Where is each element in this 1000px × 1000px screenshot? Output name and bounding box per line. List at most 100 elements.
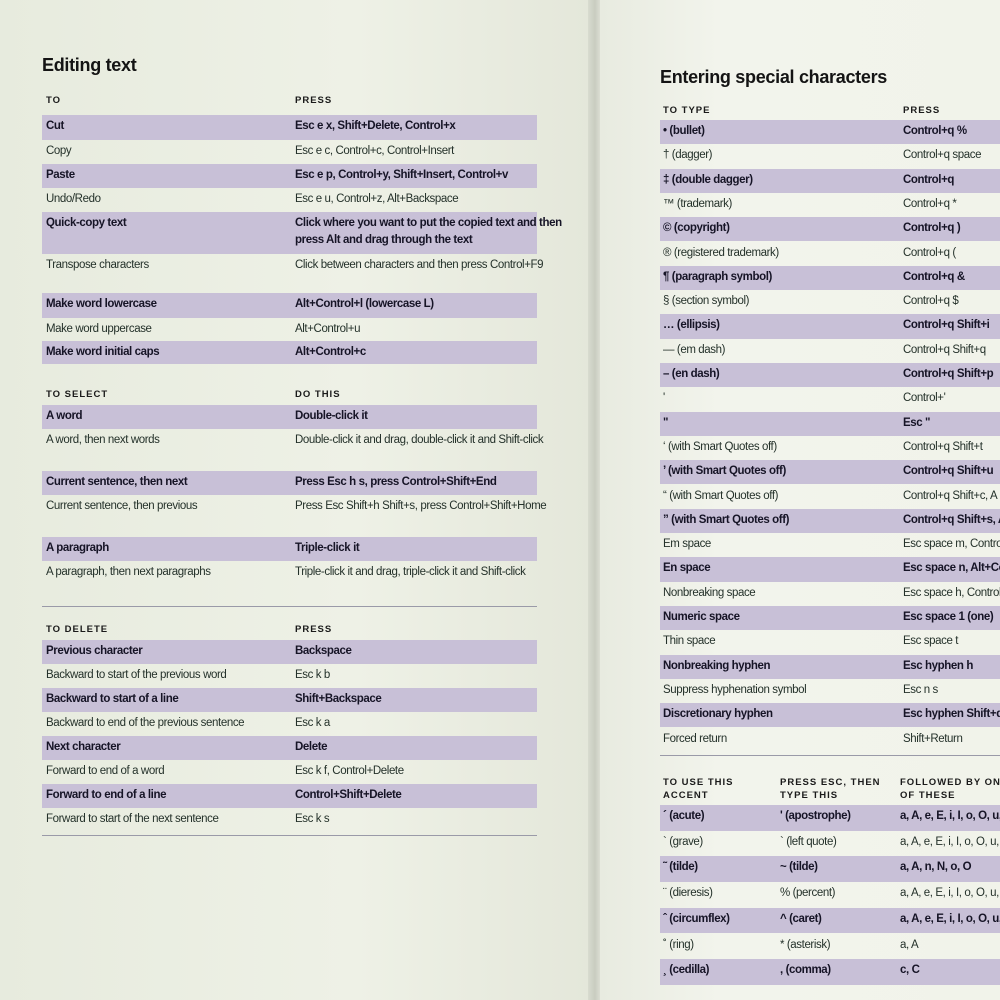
action-cell: ˚ (ring): [663, 938, 694, 951]
table-row: Current sentence, then next Press Esc h s…: [42, 471, 537, 495]
table-row: • (bullet) Control+q %: [660, 120, 1000, 145]
action-cell: Em space: [663, 538, 711, 551]
shortcut-cell: Control+q (: [903, 246, 956, 259]
shortcut-cell: a, A, e, E, i, I, o, O, u,: [900, 887, 999, 900]
table-row: Numeric space Esc space 1 (one): [660, 606, 1000, 631]
column-header: DO THIS: [295, 389, 341, 400]
table-row: Suppress hyphenation symbol Esc n s: [660, 679, 1000, 703]
action-cell: ¶ (paragraph symbol): [663, 270, 772, 283]
table-row: Next character Delete: [42, 736, 537, 760]
column-header: FOLLOWED BY ONE OF THESE: [900, 777, 1000, 801]
table-row: Make word lowercase Alt+Control+l (lowerc…: [42, 293, 537, 318]
action-cell: † (dagger): [663, 149, 713, 162]
action-cell: – (en dash): [663, 368, 720, 380]
shortcut-cell: Esc space h, Control: [903, 586, 1000, 599]
table-row: – (en dash) Control+q Shift+p: [660, 363, 1000, 388]
shortcut-cell: Alt+Control+u: [295, 323, 361, 335]
table-row: A paragraph, then next paragraphs Triple-…: [42, 561, 537, 603]
shortcut-cell: Double-click it: [295, 410, 368, 422]
table-row: Current sentence, then previous Press Esc…: [42, 495, 547, 537]
action-cell: ® (registered trademark): [663, 246, 779, 259]
shortcut-cell: Press Esc h s, press Control+Shift+End: [295, 476, 497, 488]
shortcut-cell: Control+q Shift+q: [903, 343, 986, 356]
shortcut-cell: Alt+Control+l (lowercase L): [295, 298, 434, 310]
action-cell: Forward to end of a line: [46, 789, 167, 801]
table-row: § (section symbol) Control+q $: [660, 290, 1000, 314]
shortcut-cell: Esc ": [903, 416, 931, 429]
table-row: En space Esc space n, Alt+Co: [660, 557, 1000, 582]
action-cell: Current sentence, then previous: [46, 500, 198, 512]
table-row: ´ (acute) ' (apostrophe) a, A, e, E, i, I,…: [660, 805, 1000, 831]
table-row: Backward to start of the previous word Es…: [42, 664, 537, 688]
shortcut-cell: Triple-click it and drag, triple-click i…: [295, 566, 526, 578]
action-cell: “ (with Smart Quotes off): [663, 489, 779, 502]
shortcut-cell: Esc hyphen h: [903, 659, 973, 672]
shortcut-cell: % (percent): [780, 887, 836, 900]
page-title: Editing text: [42, 55, 137, 75]
shortcut-cell: , (comma): [780, 964, 831, 977]
table-row: A paragraph Triple-click it: [42, 537, 537, 561]
column-header: TO SELECT: [46, 389, 109, 400]
table-row: ˜ (tilde) ~ (tilde) a, A, n, N, o, O: [660, 856, 1000, 883]
action-cell: Discretionary hyphen: [663, 708, 773, 721]
shortcut-cell: Control+q *: [903, 197, 957, 210]
shortcut-cell: Delete: [295, 741, 328, 753]
table-row: Forward to end of a line Control+Shift+De…: [42, 784, 537, 808]
shortcut-cell: Control+q space: [903, 149, 982, 162]
book-gutter: [588, 0, 602, 1000]
page-title: Entering special characters: [660, 67, 888, 87]
shortcut-cell: Esc k a: [295, 717, 330, 729]
action-cell: Transpose characters: [46, 259, 149, 271]
column-header: PRESS: [295, 95, 333, 106]
table-row: ˚ (ring) * (asterisk) a, A: [660, 934, 1000, 960]
shortcut-cell: Esc n s: [903, 683, 938, 696]
action-cell: A paragraph, then next paragraphs: [46, 566, 211, 578]
table-row: Discretionary hyphen Esc hyphen Shift+d,: [660, 703, 1000, 728]
shortcut-cell: Triple-click it: [295, 542, 360, 554]
shortcut-cell: Control+q %: [903, 125, 967, 137]
action-cell: ˜ (tilde): [663, 861, 698, 874]
table-row: Previous character Backspace: [42, 640, 537, 664]
shortcut-cell: a, A, n, N, o, O: [900, 861, 972, 874]
shortcut-cell: a, A, e, E, i, I, o, O, u,: [900, 912, 1000, 925]
action-cell: ‘ (with Smart Quotes off): [663, 440, 777, 453]
action-cell: Backward to start of the previous word: [46, 669, 227, 681]
table-row: Backward to start of a line Shift+Backspa…: [42, 688, 537, 712]
action-cell: Backward to end of the previous sentence: [46, 717, 245, 729]
shortcut-cell: Control+Shift+Delete: [295, 789, 402, 801]
column-header: TO DELETE: [46, 624, 109, 635]
table-row: ` (grave) ` (left quote) a, A, e, E, i, I,…: [660, 831, 1000, 857]
shortcut-cell: Control+q: [903, 173, 955, 186]
table-row: A word, then next words Double-click it a…: [42, 429, 544, 471]
table-row: Forced return Shift+Return: [660, 728, 1000, 752]
action-cell: ” (with Smart Quotes off): [663, 513, 790, 526]
shortcut-cell: Backspace: [295, 645, 352, 657]
shortcut-cell: Esc k b: [295, 669, 330, 681]
action-cell: En space: [663, 562, 711, 575]
table-row: ’ (with Smart Quotes off) Control+q Shift…: [660, 460, 1000, 485]
shortcut-cell: Esc hyphen Shift+d,: [903, 708, 1000, 721]
shortcut-cell: Shift+Backspace: [295, 693, 382, 705]
shortcut-cell: Esc e u, Control+z, Alt+Backspace: [295, 193, 459, 205]
shortcut-cell: Esc k f, Control+Delete: [295, 765, 404, 777]
shortcut-cell: Esc space n, Alt+Co: [903, 562, 1000, 575]
action-cell: Suppress hyphenation symbol: [663, 683, 807, 696]
shortcut-cell: Alt+Control+c: [295, 346, 366, 358]
action-cell: • (bullet): [663, 125, 705, 137]
shortcut-cell: Press Esc Shift+h Shift+s, press Control…: [295, 500, 547, 512]
shortcut-cell: a, A, e, E, i, I, o, O, u,: [900, 835, 999, 848]
action-cell: … (ellipsis): [663, 319, 720, 332]
action-cell: Next character: [46, 741, 121, 753]
action-cell: Nonbreaking hyphen: [663, 659, 771, 672]
shortcut-cell: ` (left quote): [780, 835, 837, 848]
action-cell: Quick-copy text: [46, 217, 127, 229]
table-row: Nonbreaking hyphen Esc hyphen h: [660, 654, 1000, 679]
shortcut-cell: Double-click it and drag, double-click i…: [295, 434, 544, 446]
table-row: † (dagger) Control+q space: [660, 144, 1000, 168]
section-divider: [660, 754, 1000, 756]
action-cell: Nonbreaking space: [663, 586, 756, 599]
shortcut-cell: Control+q Shift+p: [903, 368, 994, 380]
table-row: Forward to end of a word Esc k f, Control…: [42, 760, 537, 784]
table-row: Transpose characters Click between charac…: [42, 254, 544, 293]
action-cell: Numeric space: [663, 611, 740, 623]
